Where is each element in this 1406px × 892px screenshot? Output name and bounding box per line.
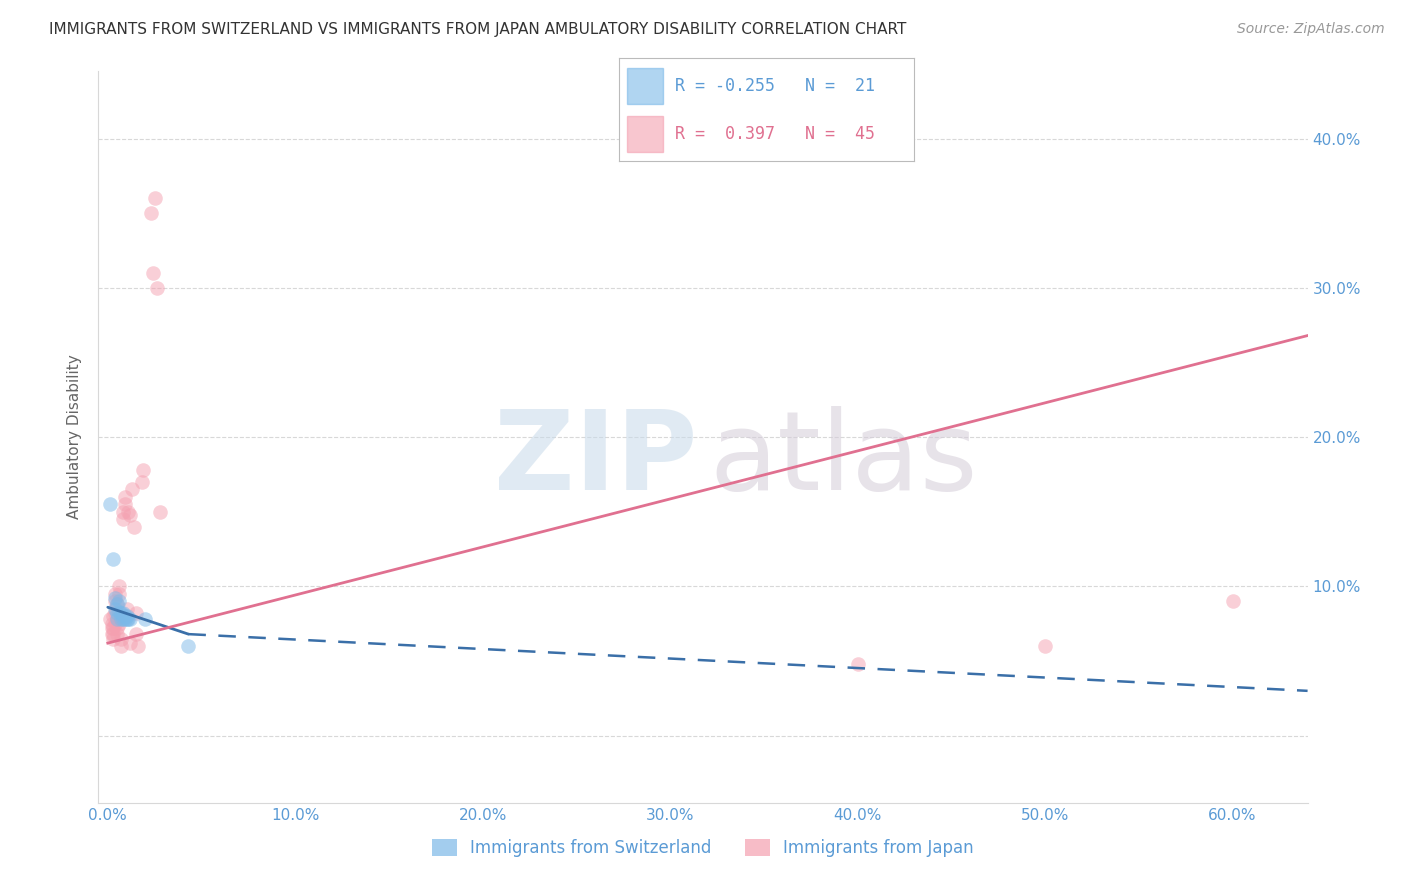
Point (104, 591, 127, 606)
Point (120, 508, 142, 522)
Point (103, 609, 125, 624)
Point (98, 497, 121, 511)
Point (104, 587, 127, 601)
Point (104, 616, 127, 631)
Point (143, 191, 166, 205)
Point (105, 606, 128, 620)
Point (103, 552, 125, 566)
Point (120, 612, 142, 626)
Point (105, 627, 128, 641)
Point (139, 206, 162, 220)
Point (111, 612, 134, 626)
Point (104, 594, 127, 608)
Point (117, 505, 139, 519)
Point (110, 612, 132, 626)
Point (108, 587, 131, 601)
Legend: Immigrants from Switzerland, Immigrants from Japan: Immigrants from Switzerland, Immigrants … (426, 832, 980, 864)
Point (105, 612, 128, 626)
Point (105, 597, 128, 611)
Point (108, 579, 131, 593)
Point (105, 612, 128, 626)
Text: IMMIGRANTS FROM SWITZERLAND VS IMMIGRANTS FROM JAPAN AMBULATORY DISABILITY CORRE: IMMIGRANTS FROM SWITZERLAND VS IMMIGRANT… (49, 22, 907, 37)
Point (104, 606, 127, 620)
Point (114, 609, 136, 624)
Bar (627, 69, 664, 104)
Point (105, 597, 128, 611)
Point (125, 606, 148, 620)
Point (125, 627, 148, 641)
Point (117, 612, 139, 626)
Point (134, 612, 156, 626)
Point (103, 621, 125, 635)
Point (105, 621, 128, 635)
Point (103, 627, 125, 641)
Point (100, 621, 122, 635)
Point (110, 632, 132, 646)
Point (103, 632, 125, 646)
Point (114, 497, 136, 511)
Text: R = -0.255   N =  21: R = -0.255 N = 21 (675, 78, 875, 95)
Point (1222, 594, 1244, 608)
Point (145, 281, 167, 295)
Point (111, 606, 134, 620)
Bar (627, 117, 664, 153)
Text: R =  0.397   N =  45: R = 0.397 N = 45 (675, 126, 875, 144)
Point (115, 612, 138, 626)
Point (114, 490, 136, 504)
Point (104, 601, 127, 615)
Point (177, 639, 200, 653)
Point (108, 616, 131, 631)
Point (122, 519, 145, 533)
Point (149, 505, 172, 519)
Point (100, 627, 122, 641)
Point (108, 605, 131, 619)
Point (100, 616, 122, 631)
Y-axis label: Ambulatory Disability: Ambulatory Disability (67, 355, 83, 519)
Point (98, 612, 121, 626)
Point (115, 609, 138, 624)
Point (108, 594, 131, 608)
Point (131, 475, 153, 489)
Point (142, 266, 165, 280)
Point (111, 512, 134, 526)
Text: Source: ZipAtlas.com: Source: ZipAtlas.com (1237, 22, 1385, 37)
Point (846, 657, 869, 671)
Point (115, 601, 138, 615)
Point (132, 463, 155, 477)
Point (110, 606, 132, 620)
Point (121, 483, 143, 497)
Point (127, 639, 149, 653)
Point (120, 636, 142, 650)
Text: atlas: atlas (709, 406, 977, 513)
Point (111, 505, 134, 519)
Point (110, 639, 132, 653)
Point (110, 609, 132, 624)
Point (114, 612, 136, 626)
Text: ZIP: ZIP (494, 406, 697, 513)
Point (1033, 639, 1056, 653)
